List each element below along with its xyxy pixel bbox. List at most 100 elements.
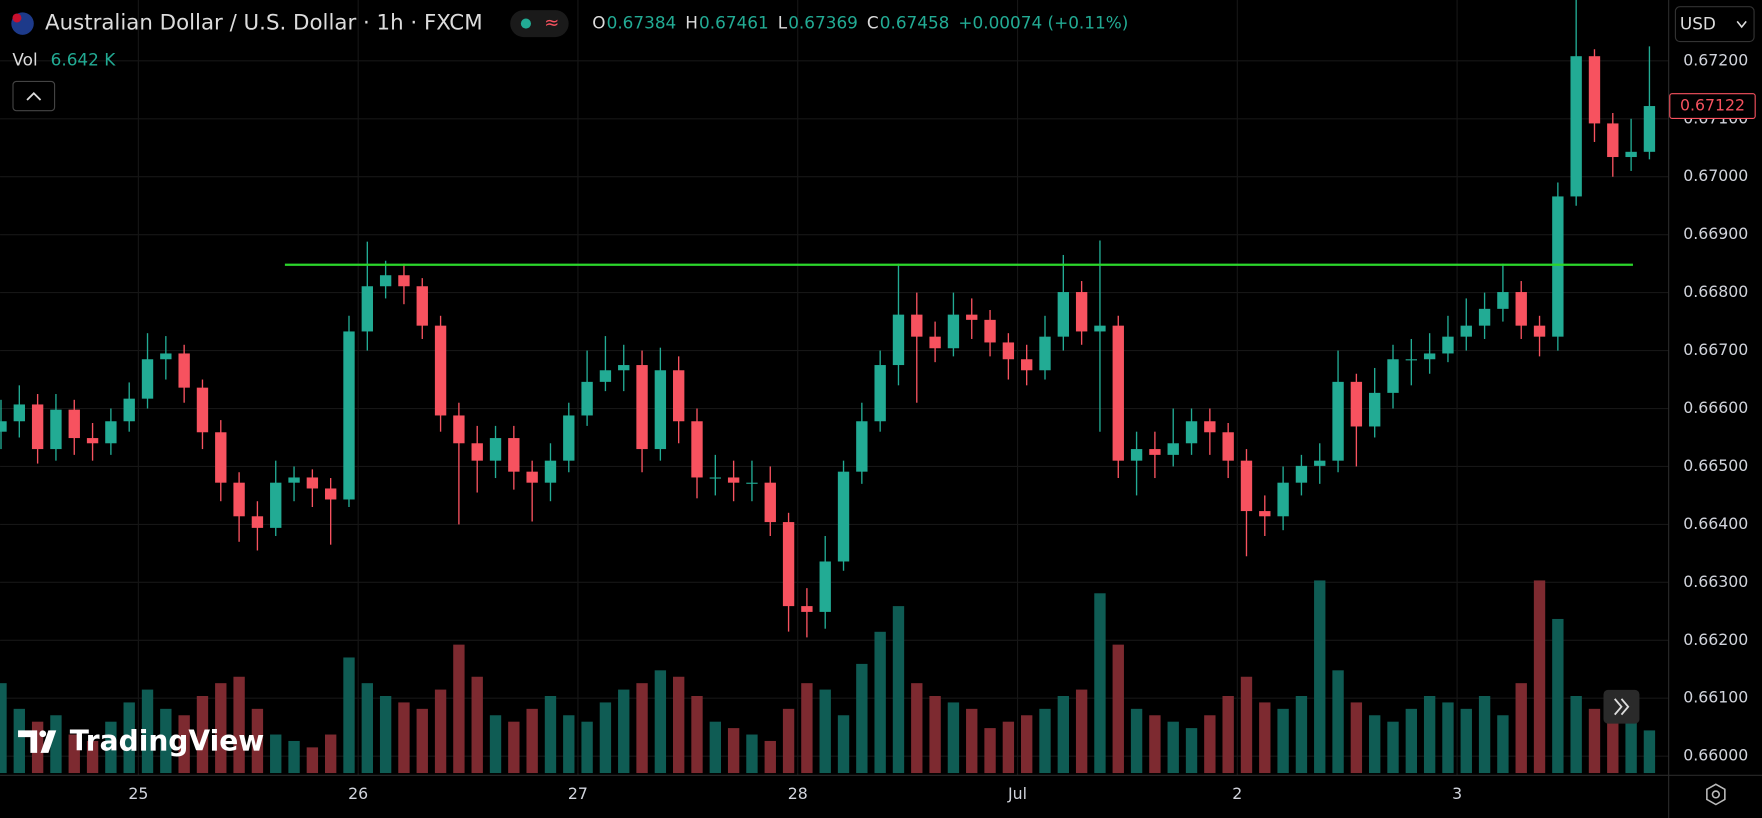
candle-body (966, 314, 978, 320)
y-tick-label: 0.66600 (1683, 398, 1748, 417)
legend-value: 0.67461 (699, 13, 769, 33)
volume-bar (929, 696, 941, 774)
y-tick-label: 0.66100 (1683, 688, 1748, 707)
y-tick-label: 0.66900 (1683, 224, 1748, 243)
volume-bar (196, 696, 209, 774)
market-open-dot (520, 18, 531, 29)
volume-bar (1295, 696, 1308, 774)
candle-body (581, 381, 593, 416)
volume-bar (1094, 593, 1106, 774)
collapse-button[interactable] (12, 80, 56, 112)
x-tick-label: 26 (348, 784, 368, 803)
candle-body (288, 477, 300, 483)
y-tick-label: 0.66400 (1683, 514, 1748, 533)
candle-body (1240, 460, 1253, 512)
candle-body (1515, 292, 1527, 326)
volume-bar (1021, 715, 1033, 774)
candle-body (1112, 325, 1124, 461)
y-tick-label: 0.66800 (1683, 282, 1748, 301)
candle-body (1369, 392, 1381, 427)
volume-bar (673, 676, 685, 774)
volume-bar (1350, 702, 1363, 774)
x-tick-label: 28 (788, 784, 808, 803)
status-pill[interactable] (510, 10, 569, 38)
candle-body (1185, 421, 1198, 444)
volume-bar (361, 683, 373, 774)
volume-bar (618, 689, 630, 774)
settings-button[interactable] (1706, 783, 1726, 806)
candle-body (1332, 381, 1344, 461)
volume-bar (1460, 708, 1472, 774)
candle-body (911, 314, 923, 337)
data-icon: ≈ (544, 13, 559, 34)
currency-button[interactable] (1674, 6, 1755, 43)
currency-label: USD (1680, 14, 1716, 34)
candle-body (673, 370, 685, 422)
volume-bar (306, 747, 319, 774)
volume-bar (1075, 689, 1088, 774)
candle-body (50, 409, 62, 450)
candle-body (563, 415, 575, 461)
flag-icon-part (12, 13, 22, 23)
volume-bar (636, 683, 648, 774)
candle-body (434, 325, 447, 416)
volume-title: Vol (12, 50, 37, 70)
volume-bar (1112, 644, 1124, 774)
volume-bar (1240, 676, 1253, 774)
volume-pane (0, 580, 1656, 774)
scroll-right-icon (1614, 698, 1630, 716)
candle-body (379, 275, 392, 287)
volume-bar (709, 721, 721, 774)
candle-body (929, 336, 941, 349)
candle-body (856, 421, 868, 472)
candle-body (1149, 449, 1161, 455)
candle-body (1588, 56, 1601, 124)
candle-body (141, 359, 154, 399)
volume-bar (1570, 696, 1582, 774)
volume-bar (727, 728, 740, 774)
volume-bar (782, 708, 795, 774)
candle-body (544, 460, 557, 483)
legend-key: C (867, 13, 879, 33)
volume-bar (1442, 702, 1454, 774)
legend-key: L (778, 13, 788, 33)
volume-bar (581, 721, 593, 774)
collapse-icon (26, 91, 42, 101)
volume-bar (966, 708, 978, 774)
volume-bar (1387, 721, 1399, 774)
volume-bar (819, 689, 831, 774)
volume-bar (288, 740, 300, 774)
candle-body (1094, 325, 1106, 332)
volume-bar (1204, 715, 1216, 774)
candle-body (270, 482, 282, 528)
candle-body (1442, 336, 1454, 354)
candle-body (508, 438, 520, 472)
candle-body (892, 314, 905, 366)
brand-logo: TradingView (18, 725, 264, 758)
volume-bar (86, 740, 99, 774)
volume-bar (654, 670, 667, 774)
volume-bar (1478, 696, 1491, 774)
candle-body (233, 482, 245, 517)
candle-body (1478, 308, 1491, 326)
candle-body (1607, 123, 1619, 158)
candle-body (801, 606, 813, 612)
candle-body (1314, 460, 1326, 466)
candle-body (251, 516, 264, 528)
volume-bar (764, 740, 776, 774)
volume-bar (544, 696, 557, 774)
volume-bar (13, 708, 25, 774)
volume-bar (1369, 715, 1381, 774)
settings-icon (1706, 783, 1726, 806)
volume-bar (984, 728, 996, 774)
volume-bar (1314, 580, 1326, 774)
candle-body (453, 415, 465, 444)
volume-bar (343, 657, 355, 774)
y-tick-label: 0.66200 (1683, 630, 1748, 649)
candle-body (416, 286, 428, 326)
candle-body (764, 482, 776, 523)
y-tick-label: 0.66000 (1683, 746, 1748, 765)
candle-body (1460, 325, 1472, 337)
header: Australian Dollar / U.S. Dollar · 1h · F… (11, 10, 1128, 112)
volume-bar (947, 702, 960, 774)
